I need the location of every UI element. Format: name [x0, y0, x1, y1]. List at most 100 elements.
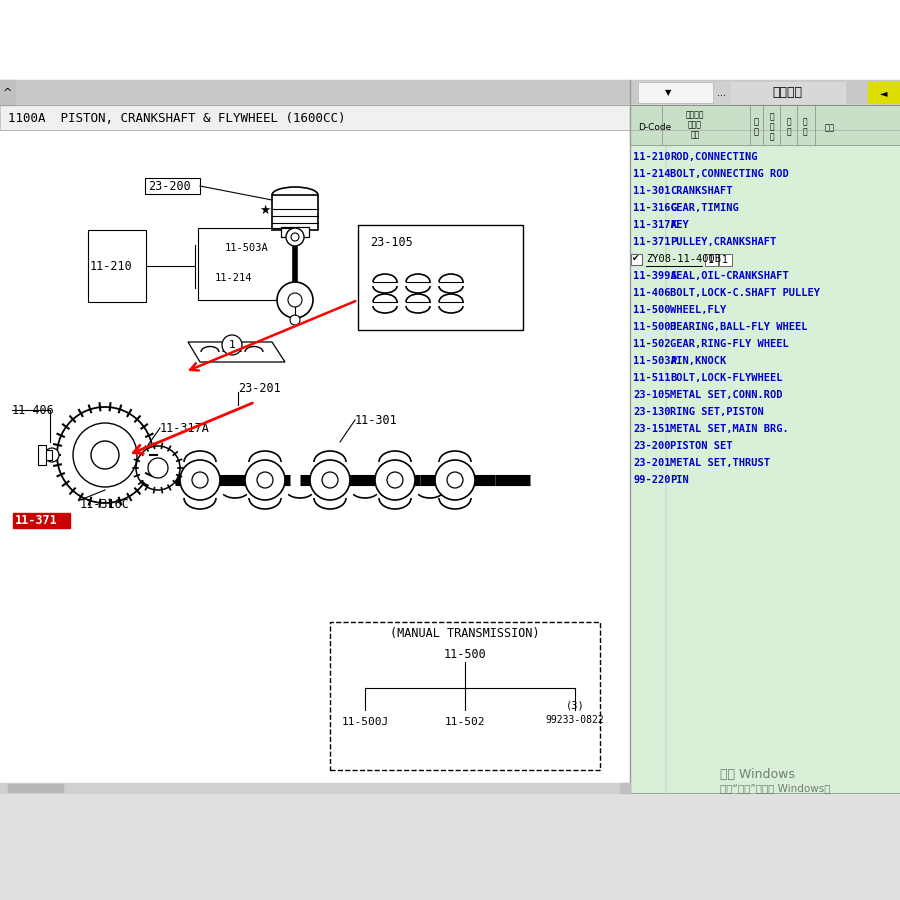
- Circle shape: [245, 460, 285, 500]
- Text: 转到“设置”以激活 Windows。: 转到“设置”以激活 Windows。: [720, 783, 831, 793]
- Circle shape: [288, 293, 302, 307]
- Text: ▼: ▼: [665, 88, 671, 97]
- Text: 11-301: 11-301: [355, 413, 398, 427]
- Text: 订
购
数: 订 购 数: [770, 112, 774, 141]
- Circle shape: [290, 315, 300, 325]
- Text: 11-371: 11-371: [15, 515, 58, 527]
- Text: METAL SET,THRUST: METAL SET,THRUST: [670, 458, 770, 468]
- Text: 11-210: 11-210: [90, 259, 133, 273]
- Bar: [631, 254, 642, 265]
- Text: 11-500: 11-500: [444, 647, 486, 661]
- Bar: [88, 230, 146, 302]
- Bar: [630, 105, 900, 793]
- Circle shape: [435, 460, 475, 500]
- Text: 23-200: 23-200: [148, 179, 191, 193]
- Text: 11-317A: 11-317A: [160, 421, 210, 435]
- Text: D-Code: D-Code: [638, 123, 671, 132]
- Text: 代
替: 代 替: [803, 118, 807, 137]
- Bar: [0, 130, 630, 793]
- Bar: [0, 783, 630, 793]
- Text: 激活 Windows: 激活 Windows: [720, 769, 795, 781]
- Text: 11-500J: 11-500J: [633, 322, 677, 332]
- Bar: [198, 228, 293, 300]
- Circle shape: [45, 448, 59, 462]
- Text: 23-151: 23-151: [633, 424, 670, 434]
- Bar: [13, 513, 70, 528]
- Text: 11-511: 11-511: [633, 373, 670, 383]
- Bar: [281, 227, 309, 237]
- Text: 11-500: 11-500: [633, 305, 670, 315]
- Text: 23-105: 23-105: [633, 390, 670, 400]
- Circle shape: [286, 228, 304, 246]
- Text: ROD,CONNECTING: ROD,CONNECTING: [670, 152, 758, 162]
- Circle shape: [257, 472, 273, 488]
- Bar: [8, 784, 63, 792]
- Text: ◄: ◄: [880, 88, 887, 98]
- Text: 1: 1: [229, 340, 236, 350]
- Text: PIN: PIN: [670, 475, 688, 485]
- Text: 1: 1: [722, 255, 728, 265]
- Bar: [0, 793, 900, 900]
- Text: 11-214: 11-214: [215, 273, 253, 283]
- Bar: [358, 225, 523, 330]
- Text: 11-399A: 11-399A: [633, 271, 677, 281]
- Bar: [630, 105, 900, 793]
- Text: GEAR,RING-FLY WHEEL: GEAR,RING-FLY WHEEL: [670, 339, 788, 349]
- Circle shape: [57, 407, 153, 503]
- Circle shape: [222, 335, 242, 355]
- Text: 信
息: 信 息: [787, 118, 791, 137]
- Text: 1: 1: [708, 255, 714, 265]
- Text: 11-406: 11-406: [633, 288, 670, 298]
- Text: 99-220: 99-220: [633, 475, 670, 485]
- Text: 11-502: 11-502: [445, 717, 485, 727]
- Circle shape: [291, 233, 299, 241]
- Text: 1100A  PISTON, CRANKSHAFT & FLYWHEEL (1600CC): 1100A PISTON, CRANKSHAFT & FLYWHEEL (160…: [8, 112, 346, 124]
- Text: ^: ^: [3, 88, 12, 98]
- Circle shape: [192, 472, 208, 488]
- Text: ★: ★: [259, 203, 271, 217]
- Text: 11-317A: 11-317A: [633, 220, 677, 230]
- Text: BOLT,LOCK-C.SHAFT PULLEY: BOLT,LOCK-C.SHAFT PULLEY: [670, 288, 820, 298]
- Text: PULLEY,CRANKSHAFT: PULLEY,CRANKSHAFT: [670, 237, 776, 247]
- Circle shape: [277, 282, 313, 318]
- Circle shape: [375, 460, 415, 500]
- Polygon shape: [188, 342, 285, 362]
- Text: 99233-0822: 99233-0822: [545, 715, 605, 725]
- Bar: [638, 82, 713, 103]
- Text: SEAL,OIL-CRANKSHAFT: SEAL,OIL-CRANKSHAFT: [670, 271, 788, 281]
- Text: (MANUAL TRANSMISSION): (MANUAL TRANSMISSION): [391, 627, 540, 641]
- Bar: [630, 105, 900, 145]
- Text: METAL SET,MAIN BRG.: METAL SET,MAIN BRG.: [670, 424, 788, 434]
- Text: ...: ...: [717, 88, 726, 98]
- Text: 23-105: 23-105: [370, 236, 413, 248]
- Text: KEY: KEY: [670, 220, 688, 230]
- Text: BEARING,BALL-FLY WHEEL: BEARING,BALL-FLY WHEEL: [670, 322, 807, 332]
- Text: 价格: 价格: [825, 123, 835, 132]
- Bar: [0, 105, 630, 130]
- Circle shape: [136, 446, 180, 490]
- Text: GEAR,TIMING: GEAR,TIMING: [670, 203, 739, 213]
- Text: 11-316C: 11-316C: [633, 203, 677, 213]
- Text: 11-210: 11-210: [633, 152, 670, 162]
- Bar: [0, 80, 15, 105]
- Circle shape: [180, 460, 220, 500]
- Circle shape: [387, 472, 403, 488]
- Text: 11-503A: 11-503A: [225, 243, 269, 253]
- Text: ✔: ✔: [632, 255, 640, 264]
- Text: 11-214: 11-214: [633, 169, 670, 179]
- Bar: [705, 254, 718, 266]
- Text: 附加参考: 附加参考: [772, 86, 802, 100]
- Bar: [272, 195, 318, 230]
- Text: 11-406: 11-406: [12, 403, 55, 417]
- Text: 11-500J: 11-500J: [341, 717, 389, 727]
- Text: 数
量: 数 量: [753, 118, 759, 137]
- Text: 23-201: 23-201: [238, 382, 281, 394]
- Bar: [0, 105, 630, 130]
- Circle shape: [322, 472, 338, 488]
- Text: BOLT,LOCK-FLYWHEEL: BOLT,LOCK-FLYWHEEL: [670, 373, 782, 383]
- Text: RING SET,PISTON: RING SET,PISTON: [670, 407, 764, 417]
- Bar: [868, 82, 900, 103]
- Text: PIN,KNOCK: PIN,KNOCK: [670, 356, 726, 366]
- Bar: [638, 82, 713, 103]
- Text: BOLT,CONNECTING ROD: BOLT,CONNECTING ROD: [670, 169, 788, 179]
